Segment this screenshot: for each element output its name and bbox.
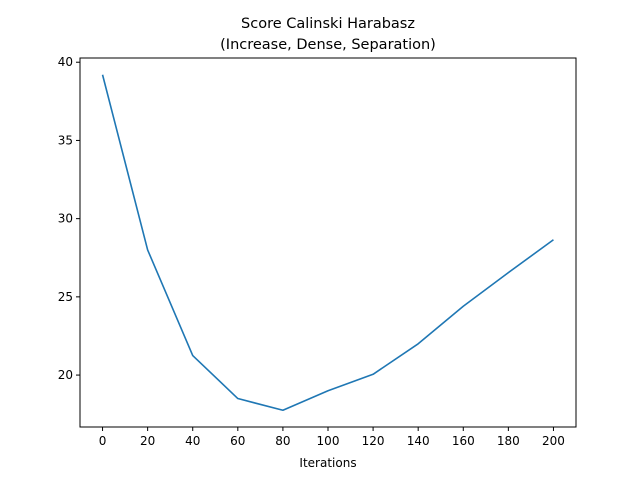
x-axis-ticks: 0 20 40 60 80 100 120 140 160 180 200: [99, 427, 565, 448]
plot-area-frame: [79, 57, 577, 428]
series-line: [101, 74, 554, 412]
y-axis-ticks: 20 25 30 35 40: [58, 55, 80, 382]
y-tick-label: 20: [58, 368, 73, 382]
y-tick-label: 40: [58, 55, 73, 69]
y-tick-label: 35: [58, 133, 73, 147]
x-tick-label: 180: [497, 434, 520, 448]
x-tick-label: 200: [542, 434, 565, 448]
chart-title: Score Calinski Harabasz: [241, 16, 415, 32]
x-tick-label: 120: [362, 434, 385, 448]
x-tick-label: 80: [275, 434, 290, 448]
x-tick-label: 140: [407, 434, 430, 448]
chart-subtitle: (Increase, Dense, Separation): [220, 37, 436, 53]
x-tick-label: 60: [230, 434, 245, 448]
x-tick-label: 20: [140, 434, 155, 448]
x-tick-label: 0: [99, 434, 107, 448]
x-tick-label: 100: [317, 434, 340, 448]
series-layer: [101, 74, 554, 412]
x-tick-label: 40: [185, 434, 200, 448]
y-tick-label: 25: [58, 290, 73, 304]
y-tick-label: 30: [58, 212, 73, 226]
x-tick-label: 160: [452, 434, 475, 448]
x-axis-label: Iterations: [299, 456, 356, 470]
